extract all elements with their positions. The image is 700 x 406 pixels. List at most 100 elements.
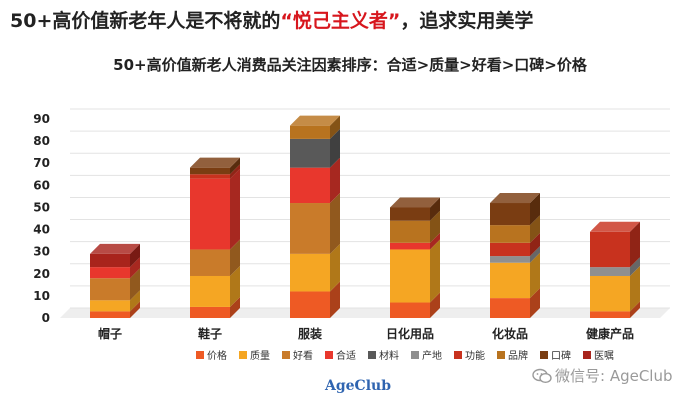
legend-swatch (497, 351, 505, 359)
bar-segment-side (230, 265, 240, 307)
bar-top (590, 221, 640, 232)
bar-segment (590, 275, 630, 312)
bar-segment (290, 203, 330, 254)
legend-label: 品牌 (508, 349, 528, 362)
bar-segment-side (530, 232, 540, 257)
y-tick-label: 50 (33, 200, 50, 214)
bar-segment-side (630, 301, 640, 318)
bar-segment-side (130, 243, 140, 268)
bar-segment (390, 249, 430, 303)
legend-label: 功能 (465, 349, 485, 362)
x-category-label: 化妆品 (492, 326, 528, 341)
bar-segment-side (230, 164, 240, 179)
bar-segment (490, 298, 530, 318)
bar-segment (190, 174, 230, 179)
legend-label: 产地 (422, 349, 442, 362)
bar-top (90, 243, 140, 254)
y-tick-label: 90 (33, 112, 50, 126)
bar-segment (490, 242, 530, 257)
legend-label: 好看 (293, 349, 313, 362)
bar-segment (290, 253, 330, 292)
bar-segment (490, 256, 530, 263)
bar-segment (90, 267, 130, 279)
bar-segment-side (530, 193, 540, 226)
bar-segment-side (530, 252, 540, 299)
y-tick-label: 10 (33, 289, 50, 303)
legend-label: 医嘱 (594, 350, 614, 362)
bar-top (290, 115, 340, 126)
bar-segment-side (430, 239, 440, 303)
y-tick-label: 80 (33, 134, 50, 148)
bar-segment (290, 138, 330, 168)
legend-label: 合适 (336, 349, 356, 362)
bar-segment (290, 125, 330, 139)
x-category-label: 鞋子 (198, 326, 222, 341)
ageclub-logo: AgeClub (325, 378, 391, 394)
bar-top (190, 157, 240, 168)
bar-segment-side (130, 257, 140, 279)
bar-segment (390, 207, 430, 221)
headline-highlight: “悦己主义者” (280, 10, 401, 32)
y-tick-label: 40 (33, 223, 50, 237)
legend-label: 价格 (207, 349, 227, 362)
legend-swatch (368, 351, 376, 359)
bar-segment-side (430, 210, 440, 243)
bar-top (390, 197, 440, 208)
bar-segment (490, 262, 530, 299)
headline: 50+高价值新老年人是不将就的“悦己主义者”，追求实用美学 (10, 6, 533, 33)
bar-segment-side (230, 296, 240, 318)
watermark-text: 微信号: AgeClub (555, 367, 673, 385)
bar-segment-side (430, 197, 440, 221)
bar-segment-side (330, 157, 340, 204)
bar-segment-side (330, 243, 340, 292)
bar-segment (90, 253, 130, 268)
bar-segment (90, 311, 130, 318)
bar-segment-side (630, 257, 640, 276)
bar-segment (390, 220, 430, 243)
bar-segment (90, 300, 130, 312)
bar-segment (490, 225, 530, 243)
bar-segment (390, 242, 430, 250)
bar-segment-side (430, 292, 440, 318)
legend-swatch (282, 351, 290, 359)
bar-segment-side (630, 265, 640, 312)
legend-swatch (239, 351, 247, 359)
y-tick-label: 20 (33, 267, 50, 281)
legend-label: 材料 (379, 349, 399, 362)
bar-segment-side (530, 215, 540, 243)
bar-segment (190, 306, 230, 318)
bar-segment (390, 302, 430, 318)
wechat-watermark: 微信号: AgeClub (532, 365, 673, 386)
chart-floor (60, 308, 670, 318)
legend-swatch (583, 351, 591, 359)
bar-segment-side (230, 168, 240, 250)
bar-segment-side (130, 268, 140, 301)
headline-suffix: ，追求实用美学 (400, 10, 534, 32)
y-tick-label: 70 (33, 156, 50, 170)
bar-segment-side (230, 239, 240, 276)
bar-segment (590, 231, 630, 268)
bar-segment (190, 178, 230, 250)
bar-segment (590, 267, 630, 276)
legend-swatch (411, 351, 419, 359)
bar-segment (190, 167, 230, 175)
bar-segment-side (530, 246, 540, 263)
y-tick-label: 0 (42, 311, 50, 325)
bar-segment (590, 311, 630, 318)
bar-segment (290, 291, 330, 318)
bar-segment-side (430, 232, 440, 250)
bar-segment (190, 275, 230, 307)
legend-swatch (325, 351, 333, 359)
bar-top (490, 193, 540, 204)
bar-segment (190, 249, 230, 276)
chart-title: 50+高价值新老人消费品关注因素排序：合适>质量>好看>口碑>价格 (113, 56, 587, 74)
x-category-label: 服装 (298, 326, 322, 341)
y-tick-label: 60 (33, 178, 50, 192)
bar-segment-side (330, 281, 340, 318)
bar-segment-side (130, 301, 140, 318)
bar-segment-side (330, 128, 340, 168)
x-category-label: 帽子 (98, 326, 122, 341)
bar-segment (290, 167, 330, 204)
x-category-label: 健康产品 (586, 326, 634, 341)
